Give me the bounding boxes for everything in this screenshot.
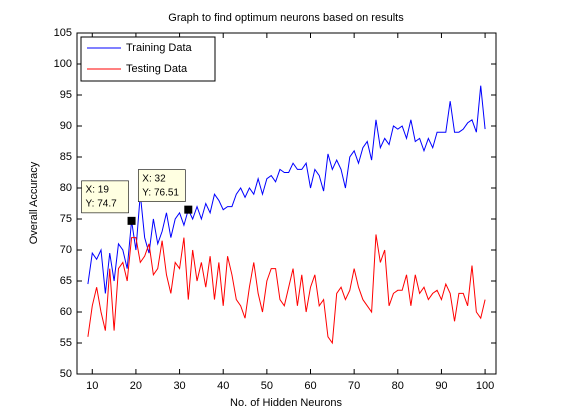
y-tick-label: 85	[60, 151, 72, 163]
x-tick-label: 70	[348, 380, 360, 392]
y-tick-label: 100	[54, 58, 72, 70]
y-tick-label: 105	[54, 27, 72, 39]
x-tick-label: 60	[304, 380, 316, 392]
y-tick-label: 90	[60, 120, 72, 132]
datatip-y: Y: 74.7	[86, 199, 118, 210]
y-tick-label: 60	[60, 306, 72, 318]
x-tick-label: 100	[476, 380, 494, 392]
x-tick-label: 50	[261, 380, 273, 392]
y-tick-label: 70	[60, 244, 72, 256]
x-tick-label: 90	[435, 380, 447, 392]
line-series	[87, 234, 486, 345]
legend-label: Training Data	[126, 42, 193, 54]
y-tick-label: 80	[60, 182, 72, 194]
line-series	[87, 85, 486, 294]
x-axis-label: No. of Hidden Neurons	[230, 397, 342, 409]
x-tick-label: 20	[130, 380, 142, 392]
x-tick-label: 80	[392, 380, 404, 392]
chart-title: Graph to find optimum neurons based on r…	[168, 12, 404, 24]
datatip-x: X: 19	[86, 185, 110, 196]
x-tick-label: 30	[173, 380, 185, 392]
x-tick-label: 40	[217, 380, 229, 392]
plot-area	[77, 33, 496, 374]
legend-box	[80, 36, 216, 82]
datatip-y: Y: 76.51	[142, 187, 179, 198]
datatip-marker	[127, 216, 136, 225]
y-tick-label: 75	[60, 213, 72, 225]
x-tick-label: 10	[86, 380, 98, 392]
y-tick-label: 95	[60, 89, 72, 101]
datatip-marker	[184, 205, 193, 214]
y-tick-label: 55	[60, 337, 72, 349]
legend-label: Testing Data	[126, 63, 188, 75]
y-tick-label: 65	[60, 275, 72, 287]
datatip-box	[137, 169, 186, 202]
datatip-x: X: 32	[142, 173, 166, 184]
axes-box	[76, 32, 497, 375]
y-axis-label: Overall Accuracy	[28, 161, 40, 244]
datatip-box	[81, 180, 129, 214]
y-tick-label: 50	[60, 368, 72, 380]
